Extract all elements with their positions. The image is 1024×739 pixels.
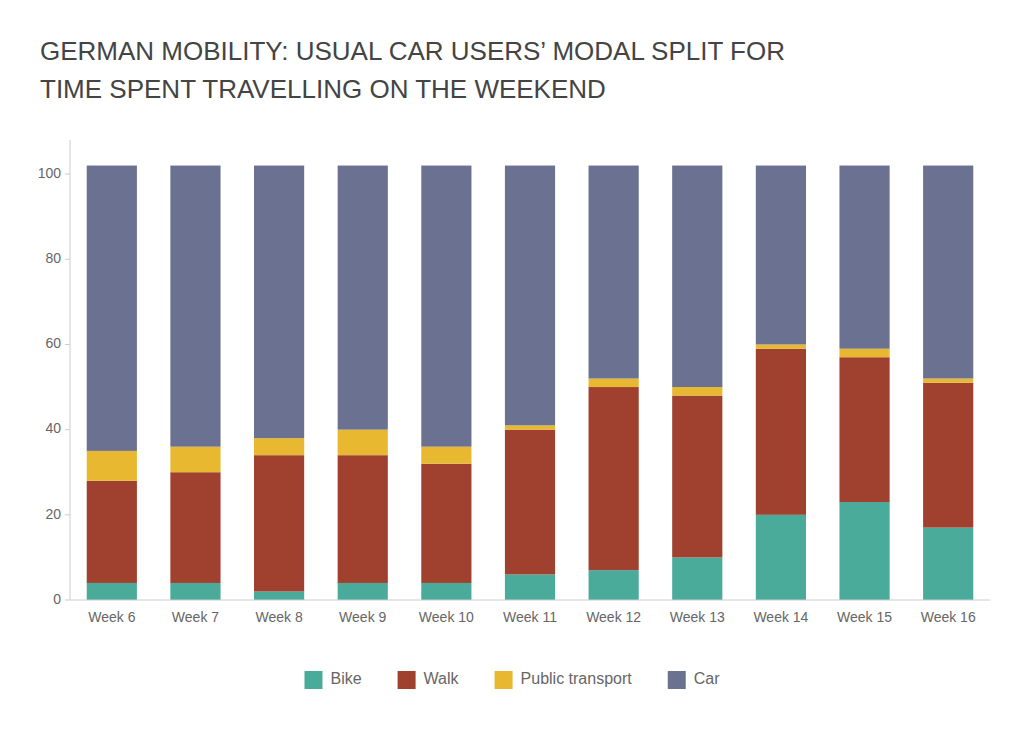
bar-segment (589, 387, 639, 570)
bar-segment (338, 166, 388, 430)
legend-swatch (398, 671, 416, 689)
x-tick-label: Week 6 (88, 609, 135, 625)
y-tick (65, 344, 70, 345)
y-tick-label: 0 (53, 591, 61, 607)
y-tick (65, 514, 70, 515)
legend-swatch (304, 671, 322, 689)
bar-segment (254, 438, 304, 455)
chart-container: GERMAN MOBILITY: USUAL CAR USERS’ MODAL … (0, 0, 1024, 739)
y-tick-label: 40 (45, 420, 61, 436)
bar-segment (589, 379, 639, 388)
bar-segment (589, 166, 639, 379)
bars (87, 166, 974, 600)
chart-svg: GERMAN MOBILITY: USUAL CAR USERS’ MODAL … (0, 0, 1024, 739)
y-tick (65, 174, 70, 175)
bar-segment (421, 166, 471, 447)
x-tick-label: Week 15 (837, 609, 892, 625)
bar-segment (170, 166, 220, 447)
bar-segment (589, 570, 639, 600)
bar-segment (672, 387, 722, 396)
bar-segment (170, 583, 220, 600)
subtitle: TIME SPENT TRAVELLING ON THE WEEKEND (40, 74, 606, 104)
x-tick-label: Week 9 (339, 609, 386, 625)
bar-segment (170, 472, 220, 583)
y-tick-label: 60 (45, 335, 61, 351)
y-axis-line (70, 140, 71, 600)
x-tick-label: Week 11 (503, 609, 557, 625)
bar-segment (421, 447, 471, 464)
x-tick-label: Week 13 (670, 609, 725, 625)
bar-segment (338, 455, 388, 583)
bar-segment (923, 379, 973, 383)
x-tick-label: Week 8 (255, 609, 302, 625)
legend-swatch (668, 671, 686, 689)
bar-segment (338, 583, 388, 600)
x-tick-label: Week 10 (419, 609, 474, 625)
bar-segment (170, 447, 220, 473)
bar-segment (839, 166, 889, 349)
bar-segment (254, 591, 304, 600)
bar-segment (756, 166, 806, 345)
legend-label: Bike (330, 670, 361, 687)
bar-segment (756, 349, 806, 515)
bar-segment (254, 455, 304, 591)
y-tick (65, 429, 70, 430)
bar-segment (421, 583, 471, 600)
bar-segment (505, 166, 555, 426)
bar-segment (338, 430, 388, 456)
bar-segment (756, 344, 806, 348)
bar-segment (421, 464, 471, 583)
bar-segment (923, 383, 973, 528)
x-tick-label: Week 12 (586, 609, 641, 625)
legend-swatch (495, 671, 513, 689)
bar-segment (87, 583, 137, 600)
bar-segment (87, 481, 137, 583)
y-tick-label: 80 (45, 250, 61, 266)
bar-segment (923, 528, 973, 600)
y-tick-label: 100 (38, 165, 62, 181)
bar-segment (672, 396, 722, 558)
y-tick (65, 259, 70, 260)
x-tick-label: Week 7 (172, 609, 219, 625)
bar-segment (672, 166, 722, 387)
bar-segment (254, 166, 304, 439)
bar-segment (839, 357, 889, 502)
x-tick-label: Week 14 (753, 609, 808, 625)
bar-segment (505, 574, 555, 600)
title: GERMAN MOBILITY: USUAL CAR USERS’ MODAL … (40, 36, 785, 66)
bar-segment (87, 451, 137, 481)
legend-label: Walk (424, 670, 460, 687)
bar-segment (756, 515, 806, 600)
legend: Bike Walk Public transport Car (304, 670, 720, 689)
bar-segment (672, 557, 722, 600)
x-tick-label: Week 16 (921, 609, 976, 625)
y-tick (65, 600, 70, 601)
legend-label: Car (694, 670, 720, 687)
legend-label: Public transport (521, 670, 633, 687)
bar-segment (87, 166, 137, 451)
bar-segment (505, 430, 555, 575)
bar-segment (505, 425, 555, 429)
bar-segment (839, 349, 889, 358)
x-axis-line (70, 600, 990, 601)
bar-segment (923, 166, 973, 379)
bar-segment (839, 502, 889, 600)
y-tick-label: 20 (45, 506, 61, 522)
